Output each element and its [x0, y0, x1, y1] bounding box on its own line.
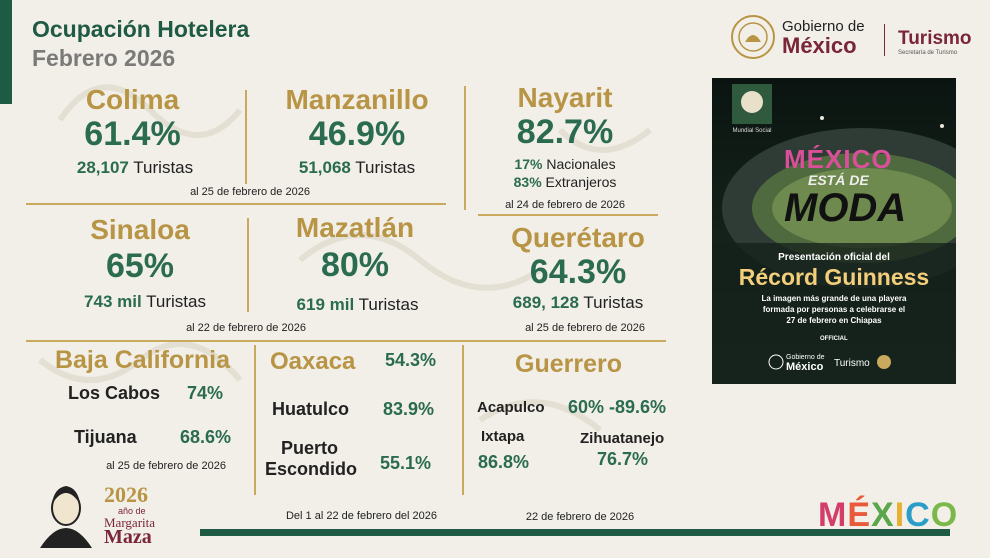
divider: [464, 86, 466, 210]
tourists-sinaloa: 743 mil Turistas: [84, 292, 206, 311]
gov-logo-line2: México: [782, 33, 857, 58]
margarita-line1: año de: [118, 506, 146, 516]
nayarit-extranjeros: 83% Extranjeros: [513, 174, 617, 190]
gov-logo-line1: Gobierno de: [782, 18, 865, 35]
occupancy-queretaro: 64.3%: [529, 253, 627, 291]
divider: [247, 218, 249, 312]
occupancy-nayarit: 82.7%: [516, 113, 614, 151]
city-acapulco: Acapulco: [477, 399, 545, 416]
date-colima-manzanillo: al 25 de febrero de 2026: [190, 186, 310, 198]
stadium-image: [712, 78, 956, 384]
occupancy-huatulco: 83.9%: [383, 399, 435, 419]
date-sinaloa-mazatlan: al 22 de febrero de 2026: [186, 322, 306, 334]
state-name-guerrero: Guerrero: [515, 350, 622, 378]
occupancy-zihuatanejo: 76.7%: [597, 449, 649, 469]
bottom-accent-line: [200, 529, 950, 536]
city-los-cabos: Los Cabos: [68, 383, 161, 403]
state-name-oaxaca: Oaxaca: [270, 348, 356, 375]
tourists-manzanillo: 51,068 Turistas: [298, 158, 416, 177]
page-subtitle: Febrero 2026: [32, 45, 176, 71]
nayarit-nacionales: 17% Nacionales: [514, 156, 616, 172]
tourists-colima: 28,107 Turistas: [76, 158, 194, 177]
occupancy-oaxaca: 54.3%: [385, 350, 437, 370]
date-guerrero: 22 de febrero de 2026: [525, 511, 635, 523]
poster-mundial-label: Mundial Social: [732, 128, 772, 134]
date-nayarit: al 24 de febrero de 2026: [505, 199, 625, 211]
margarita-maza-portrait-icon: [40, 486, 92, 548]
divider: [462, 345, 464, 495]
poster-official-badge: OFFICIAL: [820, 336, 848, 342]
poster-moda: MODA: [784, 186, 907, 230]
occupancy-sinaloa: 65%: [105, 247, 175, 285]
tourists-queretaro: 689, 128 Turistas: [512, 293, 644, 312]
poster-record-guinness: Récord Guinness: [738, 264, 930, 290]
turismo-logo: Turismo: [898, 28, 972, 49]
date-queretaro: al 25 de febrero de 2026: [525, 322, 645, 334]
occupancy-tijuana: 68.6%: [180, 427, 232, 447]
tourists-mazatlan: 619 mil Turistas: [296, 295, 419, 314]
page-title: Ocupación Hotelera: [32, 16, 250, 42]
poster-gov-line2: México: [786, 361, 824, 373]
poster-desc-line3: 27 de febrero en Chiapas: [786, 316, 882, 325]
city-ixtapa: Ixtapa: [481, 428, 525, 445]
mexico-seal-icon: [731, 15, 775, 59]
state-name-baja-california: Baja California: [54, 346, 231, 374]
state-name-manzanillo: Manzanillo: [285, 84, 429, 115]
margarita-year: 2026: [104, 482, 148, 507]
date-baja-california: al 25 de febrero de 2026: [106, 460, 226, 472]
margarita-line2: Margarita: [104, 515, 156, 530]
poster-gov-line1: Gobierno de: [786, 354, 825, 361]
state-name-sinaloa: Sinaloa: [90, 214, 190, 245]
poster-mexico-title: MÉXICO: [784, 144, 893, 174]
city-puerto-escondido-line2: Escondido: [265, 459, 358, 479]
occupancy-puerto-escondido: 55.1%: [380, 453, 432, 473]
mundial-social-icon: [732, 84, 772, 124]
occupancy-manzanillo: 46.9%: [308, 115, 406, 153]
margarita-line3: Maza: [104, 526, 152, 548]
poster-desc-line2: formada por personas a celebrarse el: [762, 305, 906, 314]
guinness-record-poster: Mundial Social MÉXICO ESTÁ DE MODA Prese…: [712, 78, 956, 384]
state-name-colima: Colima: [85, 84, 180, 115]
turismo-logo-sub: Secretaría de Turismo: [898, 50, 958, 56]
poster-esta-de: ESTÁ DE: [808, 172, 869, 188]
city-puerto-escondido-line1: Puerto: [281, 438, 339, 458]
state-name-mazatlan: Mazatlán: [295, 212, 415, 243]
state-name-queretaro: Querétaro: [511, 222, 645, 253]
poster-turismo: Turismo: [834, 358, 870, 369]
state-name-nayarit: Nayarit: [517, 82, 613, 113]
poster-seal-icon: [768, 354, 784, 370]
poster-presentation: Presentación oficial del: [778, 252, 890, 263]
occupancy-los-cabos: 74%: [187, 383, 224, 403]
city-zihuatanejo: Zihuatanejo: [580, 430, 665, 447]
gov-logo-separator: [884, 24, 885, 56]
left-accent-bar: [0, 0, 12, 104]
divider: [254, 345, 256, 495]
poster-desc-line1: La imagen más grande de una playera: [761, 294, 907, 303]
city-tijuana: Tijuana: [74, 427, 137, 447]
date-oaxaca: Del 1 al 22 de febrero del 2026: [285, 510, 438, 522]
divider: [245, 90, 247, 184]
occupancy-acapulco: 60% -89.6%: [568, 397, 667, 417]
occupancy-ixtapa: 86.8%: [478, 452, 530, 472]
divider: [26, 340, 666, 342]
divider: [26, 203, 446, 205]
poster-emblem-icon: [877, 355, 891, 369]
occupancy-mazatlan: 80%: [320, 246, 390, 284]
mexico-brand-logo: MÉXICO: [818, 496, 959, 534]
city-huatulco: Huatulco: [272, 399, 350, 419]
divider: [478, 214, 658, 216]
occupancy-colima: 61.4%: [84, 115, 181, 153]
